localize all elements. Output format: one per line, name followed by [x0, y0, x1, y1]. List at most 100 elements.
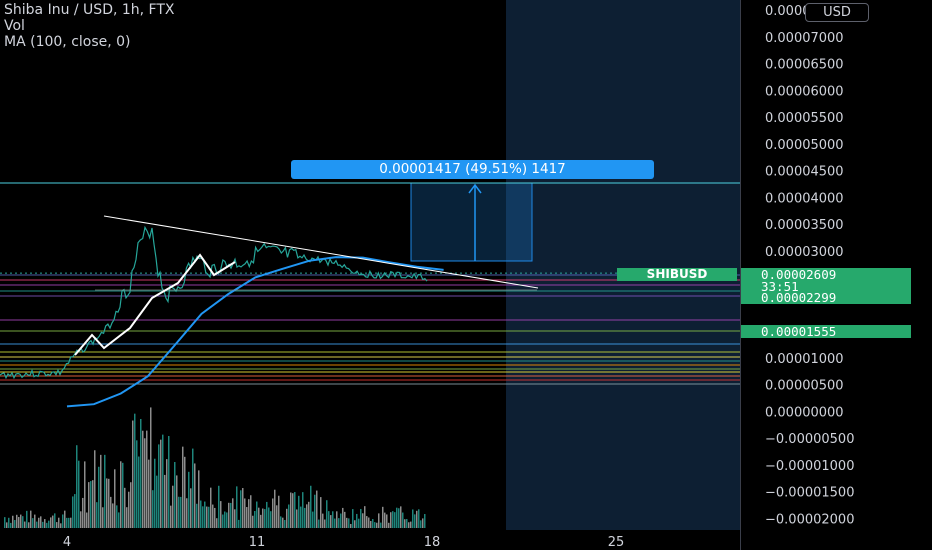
volume-bar	[420, 520, 422, 528]
volume-bar	[368, 517, 370, 528]
volume-bar	[306, 504, 308, 528]
volume-bar	[130, 482, 132, 528]
volume-bar	[218, 485, 220, 528]
volume-bar	[304, 507, 306, 528]
volume-bar	[116, 505, 118, 528]
volume-bar	[320, 497, 322, 528]
volume-bar	[90, 481, 92, 528]
volume-bar	[208, 506, 210, 528]
price-tick-label: 0.00001000	[765, 352, 844, 367]
volume-bar	[284, 519, 286, 528]
volume-bar	[254, 511, 256, 528]
volume-bar	[68, 517, 70, 528]
volume-bar	[342, 507, 344, 528]
volume-bar	[188, 471, 190, 528]
ruler-arrow-head	[468, 183, 482, 194]
volume-bar	[184, 456, 186, 528]
volume-bar	[12, 515, 14, 528]
price-tick-label: −0.00000500	[765, 432, 854, 447]
volume-bar	[138, 456, 140, 528]
volume-bar	[44, 519, 46, 528]
volume-bar	[318, 519, 320, 528]
price-tick-label: 0.00006000	[765, 84, 844, 99]
volume-bar	[160, 439, 162, 528]
volume-bar	[22, 516, 24, 528]
volume-bar	[102, 507, 104, 528]
volume-bar	[278, 495, 280, 528]
volume-bar	[216, 518, 218, 528]
volume-bar	[150, 407, 152, 528]
volume-bar	[6, 522, 8, 528]
volume-bar	[330, 515, 332, 528]
volume-bar	[328, 511, 330, 528]
price-tick-label: 0.00000000	[765, 405, 844, 420]
volume-bar	[72, 496, 74, 528]
volume-bar	[394, 512, 396, 528]
volume-bar	[270, 511, 272, 528]
volume-bar	[104, 454, 106, 528]
volume-bar	[236, 486, 238, 528]
volume-bar	[300, 506, 302, 528]
volume-bar	[258, 507, 260, 528]
chart-title: Shiba Inu / USD, 1h, FTX	[4, 2, 175, 18]
price-tick-label: 0.00000500	[765, 379, 844, 394]
last-price: 0.00002609	[761, 267, 837, 282]
countdown: 33:51	[761, 278, 799, 294]
volume-bar	[246, 507, 248, 528]
volume-bar	[364, 506, 366, 528]
volume-bar	[94, 450, 96, 528]
time-tick-label: 4	[63, 535, 71, 550]
volume-bar	[360, 508, 362, 528]
volume-bar	[30, 510, 32, 528]
volume-bar	[58, 517, 60, 528]
volume-bar	[334, 518, 336, 528]
volume-bar	[120, 461, 122, 528]
volume-bar	[52, 515, 54, 528]
volume-bar	[390, 512, 392, 528]
volume-bar	[154, 458, 156, 528]
volume-bar	[210, 487, 212, 528]
price-tick-label: 0.00005000	[765, 138, 844, 153]
volume-bar	[338, 518, 340, 528]
symbol-label: SHIBUSD	[617, 268, 737, 281]
volume-bar	[92, 480, 94, 528]
volume-bar	[172, 485, 174, 528]
volume-bar	[60, 523, 62, 528]
volume-bar	[186, 498, 188, 528]
volume-bar	[380, 522, 382, 528]
volume-bar	[412, 509, 414, 528]
time-axis: 4 11 18 25	[63, 535, 624, 550]
currency-button[interactable]: USD	[805, 3, 869, 22]
volume-bar	[106, 478, 108, 528]
volume-bar	[140, 418, 142, 528]
volume-bar	[352, 509, 354, 528]
alert-price: 0.00001555	[761, 324, 837, 339]
volume-bar	[86, 512, 88, 528]
volume-bar	[32, 518, 34, 528]
volume-bar	[190, 488, 192, 528]
volume-bar	[132, 420, 134, 528]
price-tick-label: 0.00004000	[765, 191, 844, 206]
price-tick-label: 0.00003500	[765, 218, 844, 233]
volume-bar	[148, 459, 150, 528]
price-tick-label: 0.00007000	[765, 31, 844, 46]
ruler-box	[410, 182, 533, 262]
price-tick-label: −0.00002000	[765, 512, 854, 527]
volume-bar	[272, 498, 274, 528]
volume-bar	[164, 474, 166, 528]
volume-bar	[14, 520, 16, 528]
volume-bar	[96, 502, 98, 528]
volume-bar	[404, 519, 406, 528]
volume-bar	[64, 510, 66, 528]
volume-bar	[174, 462, 176, 528]
volume-bar	[388, 522, 390, 528]
volume-bar	[252, 515, 254, 528]
time-tick-label: 18	[424, 535, 441, 550]
volume-bar	[392, 511, 394, 528]
volume-bar	[20, 514, 22, 528]
volume-bar	[84, 461, 86, 528]
alert-price-badge: 0.00001555	[741, 325, 911, 338]
chart-legend: Shiba Inu / USD, 1h, FTX Vol MA (100, cl…	[4, 2, 175, 50]
volume-bar	[46, 522, 48, 528]
volume-bar	[350, 523, 352, 528]
